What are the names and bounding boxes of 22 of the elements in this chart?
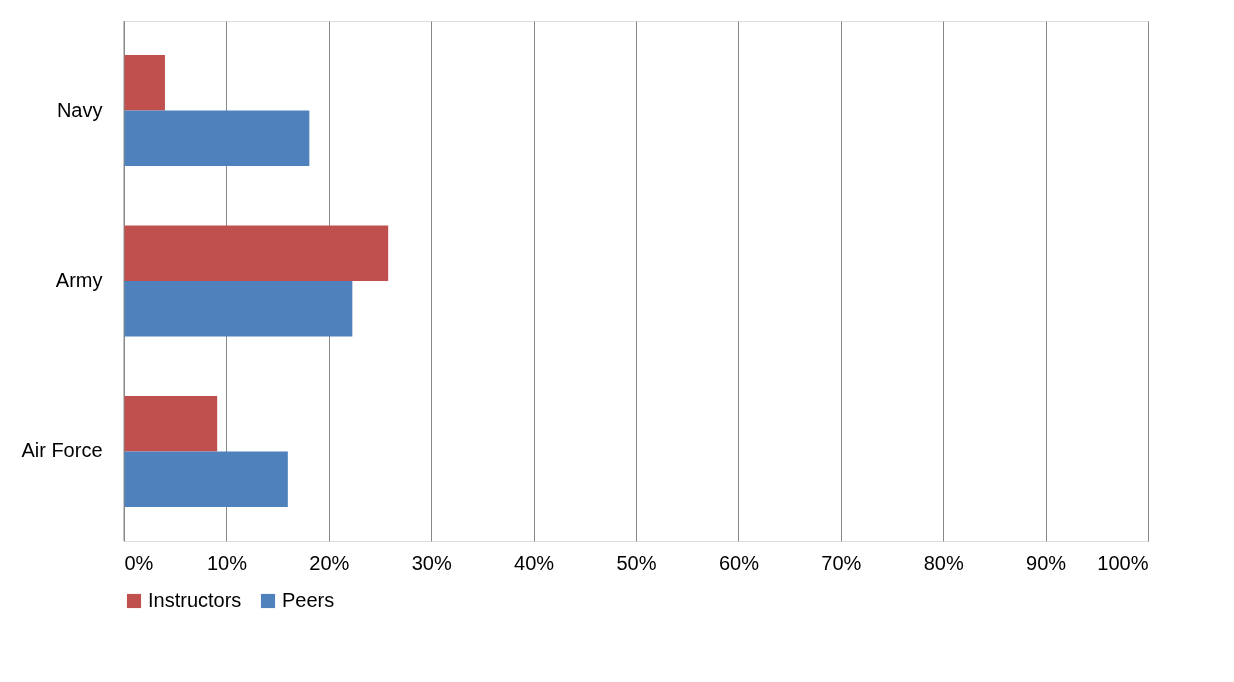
x-tick-label: 100% xyxy=(1097,551,1149,574)
bar xyxy=(124,110,310,166)
x-tick-label: 80% xyxy=(923,551,964,574)
x-tick-label: 30% xyxy=(411,551,452,574)
legend-label: Instructors xyxy=(148,589,242,611)
legend-label: Peers xyxy=(282,589,335,611)
x-tick-label: 20% xyxy=(309,551,350,574)
y-tick-label: Army xyxy=(55,269,103,291)
x-tick-label: 90% xyxy=(1026,551,1067,574)
x-tick-label: 60% xyxy=(718,551,760,574)
bar xyxy=(124,225,389,281)
x-tick-label: 50% xyxy=(616,551,657,574)
x-tick-label: 40% xyxy=(514,551,555,574)
y-tick-label: Navy xyxy=(56,98,103,121)
x-tick-label: 70% xyxy=(821,551,862,574)
x-tick-label: 0% xyxy=(124,551,154,574)
x-tick-label: 10% xyxy=(206,551,248,574)
y-tick-label: Air Force xyxy=(21,439,103,462)
bar xyxy=(124,451,288,507)
bar xyxy=(124,55,165,111)
bar xyxy=(124,281,353,337)
bar xyxy=(124,396,218,452)
